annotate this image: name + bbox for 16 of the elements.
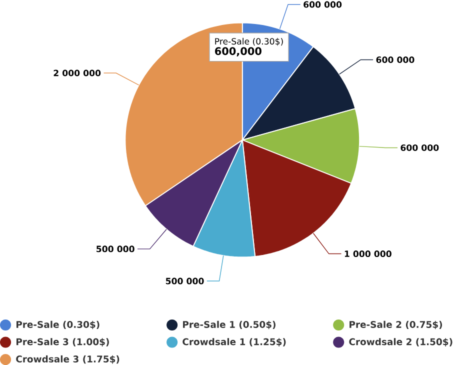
data-label: 500 000	[96, 246, 134, 252]
data-label: 1 000 000	[344, 250, 392, 258]
data-label: 2 000 000	[54, 70, 101, 76]
legend-label: Pre-Sale 2 (0.75$)	[350, 320, 442, 330]
data-label: 600 000	[376, 56, 414, 63]
legend-label: Crowdsale 2 (1.50$)	[349, 338, 452, 346]
text: 600,000	[215, 47, 262, 56]
legend-label: Pre-Sale 3 (1.00$)	[16, 338, 109, 346]
legend-label: Pre-Sale (0.30$)	[16, 320, 100, 330]
legend-label: Pre-Sale 1 (0.50$)	[183, 320, 276, 330]
text: Pre-Sale (0.30$)	[215, 38, 283, 46]
legend-label: Crowdsale 3 (1.75$)	[16, 355, 120, 364]
data-label: 500 000	[166, 278, 204, 284]
data-label: 600 000	[304, 1, 342, 8]
legend-label: Crowdsale 1 (1.25$)	[182, 338, 286, 346]
data-label: 600 000	[400, 144, 439, 151]
